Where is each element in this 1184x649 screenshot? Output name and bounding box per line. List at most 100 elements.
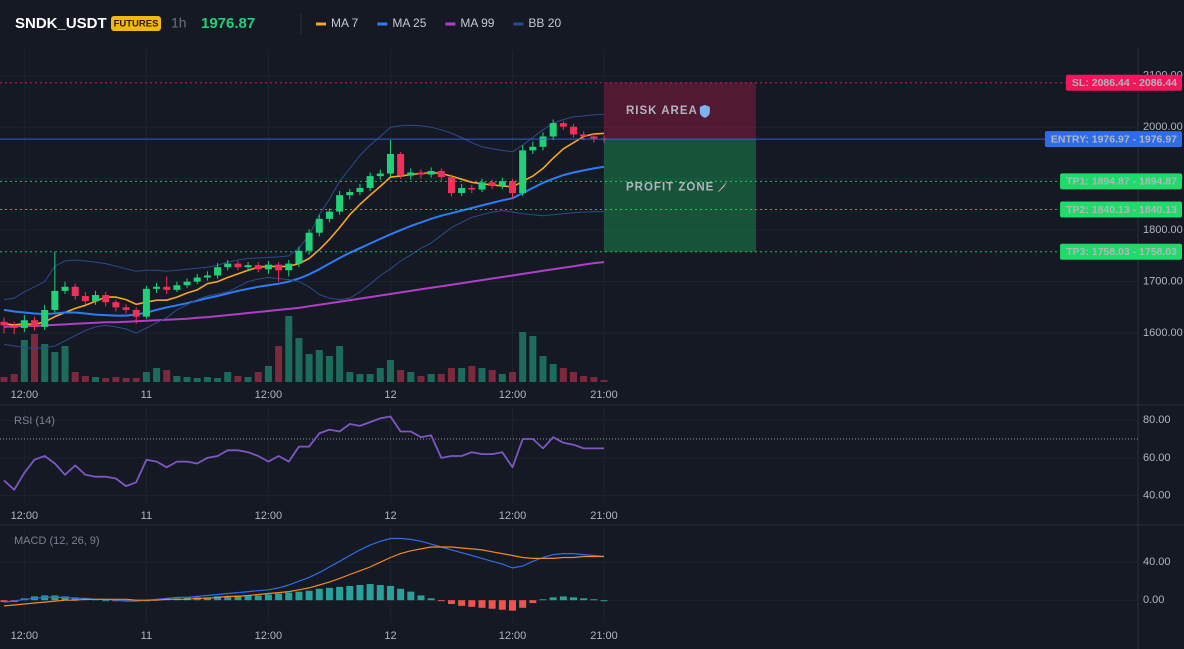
candle-body (112, 302, 120, 308)
candle-body (580, 134, 588, 137)
histogram-bar (447, 600, 455, 604)
candle-body (488, 182, 496, 186)
shield-icon (699, 104, 710, 118)
candle-body (51, 290, 59, 310)
histogram-bar (600, 600, 608, 602)
candle-body (559, 123, 567, 127)
histogram-bar (509, 600, 516, 611)
candle-body (386, 153, 394, 174)
x-tick-label: 12 (384, 510, 396, 522)
histogram-bar (539, 599, 547, 601)
candle-body (529, 146, 537, 151)
candle-body (214, 267, 222, 276)
volume-bar (386, 360, 394, 382)
volume-bar (417, 376, 425, 382)
histogram-bar (264, 594, 272, 601)
volume-bar (346, 372, 354, 382)
volume-bar (244, 377, 252, 382)
volume-bar (498, 374, 506, 382)
histogram-bar (336, 586, 344, 601)
candle-body (244, 265, 252, 268)
histogram-bar (519, 600, 527, 608)
candle-body (539, 136, 547, 147)
histogram-bar (468, 600, 476, 607)
legend-entry[interactable]: MA 7 (331, 16, 359, 30)
volume-bar (519, 332, 527, 382)
legend-entry[interactable]: MA 25 (392, 16, 426, 30)
histogram-bar (376, 585, 384, 601)
y-tick-label: 80.00 (1143, 414, 1171, 426)
candle-body (417, 172, 425, 175)
volume-bar (193, 378, 201, 382)
histogram-bar (498, 600, 506, 610)
x-tick-label: 12 (384, 389, 396, 401)
candle-body (458, 187, 466, 194)
candle-body (590, 136, 598, 139)
bb-lower (3, 210, 604, 349)
x-tick-label: 12:00 (255, 630, 283, 642)
ma-line (3, 165, 605, 317)
pane-title: RSI (14) (14, 415, 55, 427)
volume-bar (132, 378, 140, 382)
candle-body (519, 150, 527, 194)
volume-bar (41, 344, 49, 382)
y-tick-label: 1800.00 (1143, 224, 1183, 236)
candle-body (275, 264, 283, 271)
volume-bar (529, 336, 537, 382)
volume-bar (397, 370, 405, 382)
volume-bar (102, 378, 110, 382)
candle-body (295, 250, 303, 264)
volume-bar (31, 334, 39, 382)
candle-body (122, 307, 130, 310)
histogram-bar (0, 600, 8, 603)
macd-line (3, 546, 604, 607)
candle-body (224, 263, 232, 268)
x-tick-label: 12:00 (499, 630, 527, 642)
histogram-bar (325, 587, 333, 601)
candle-body (346, 192, 354, 196)
rocket-icon (717, 181, 728, 193)
candle-body (305, 232, 313, 251)
x-tick-label: 11 (141, 510, 152, 522)
volume-bar (437, 374, 445, 382)
candle-body (447, 177, 455, 194)
volume-bar (71, 372, 79, 382)
candle-body (173, 285, 181, 290)
candle-body (427, 170, 435, 175)
histogram-bar (366, 584, 374, 601)
volume-bar (20, 340, 28, 382)
volume-bar (61, 346, 69, 382)
interval[interactable]: 1h (171, 15, 187, 31)
histogram-bar (346, 585, 354, 601)
histogram-bar (386, 585, 394, 601)
volume-bar (468, 366, 476, 382)
rsi-line (3, 415, 604, 491)
zone (604, 82, 756, 140)
volume-bar (600, 380, 608, 382)
volume-bar (173, 376, 181, 382)
x-tick-label: 21:00 (590, 630, 618, 642)
candle-body (366, 176, 374, 188)
legend-entry[interactable]: BB 20 (528, 16, 561, 30)
histogram-bar (315, 588, 323, 601)
histogram-bar (478, 600, 486, 608)
histogram-bar (437, 600, 445, 602)
histogram-bar (224, 596, 232, 601)
volume-bar (488, 370, 496, 382)
level-box (1060, 173, 1182, 190)
zone (604, 139, 756, 252)
candle-body (153, 286, 161, 289)
symbol[interactable]: SNDK_USDT (15, 15, 107, 32)
volume-bar (478, 368, 486, 382)
volume-bar (234, 376, 242, 382)
candle-body (234, 263, 242, 268)
volume-bar (142, 372, 150, 382)
level-label: SL: 2086.44 - 2086.44 (1072, 77, 1177, 89)
last-price: 1976.87 (201, 15, 255, 32)
header: SNDK_USDT FUTURES 1h 1976.87 (15, 14, 302, 34)
level-box (1065, 74, 1182, 91)
legend-entry[interactable]: MA 99 (460, 16, 494, 30)
volume-bar (376, 368, 384, 382)
histogram-bar (549, 597, 557, 601)
